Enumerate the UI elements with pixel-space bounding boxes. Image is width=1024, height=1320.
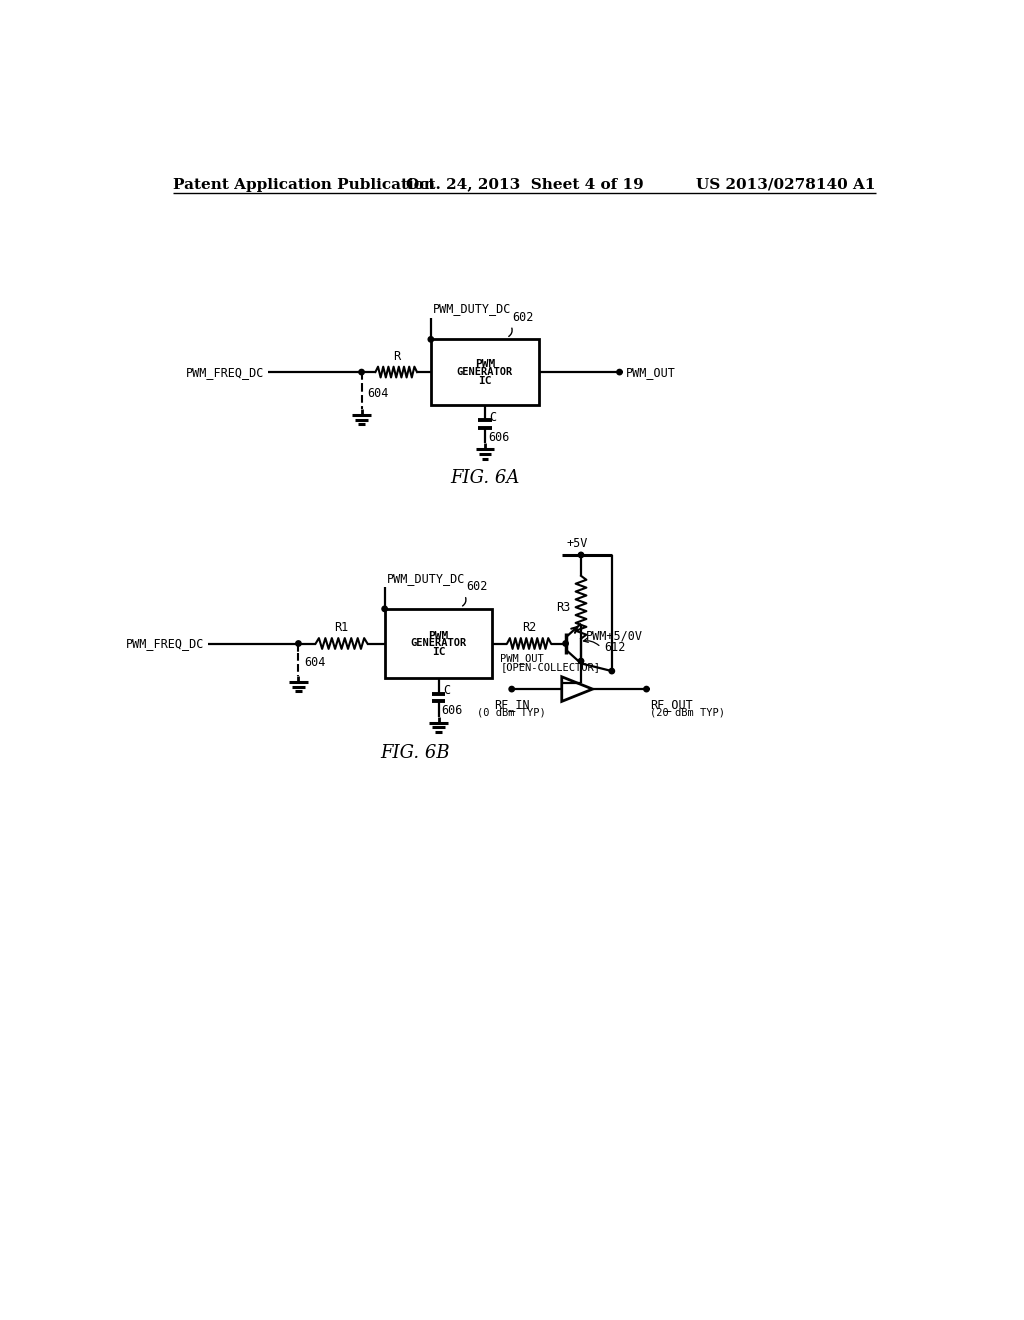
- Text: R: R: [392, 350, 399, 363]
- Text: PWM_FREQ_DC: PWM_FREQ_DC: [186, 366, 264, 379]
- Text: 612: 612: [604, 640, 626, 653]
- Text: 602: 602: [466, 581, 487, 594]
- Circle shape: [579, 552, 584, 557]
- Text: 606: 606: [441, 705, 463, 717]
- Text: GENERATOR: GENERATOR: [411, 639, 467, 648]
- Bar: [385, 609, 493, 678]
- Text: +5V: +5V: [566, 537, 588, 550]
- Text: FIG. 6A: FIG. 6A: [451, 469, 519, 487]
- Text: PWM_OUT: PWM_OUT: [500, 653, 544, 664]
- Text: 606: 606: [487, 430, 509, 444]
- Circle shape: [509, 686, 514, 692]
- Text: RF_IN: RF_IN: [494, 698, 529, 711]
- Text: (0 dBm TYP): (0 dBm TYP): [477, 708, 546, 718]
- Circle shape: [644, 686, 649, 692]
- Text: 604: 604: [304, 656, 326, 669]
- Text: IC: IC: [432, 647, 445, 657]
- Text: C: C: [443, 684, 451, 697]
- Circle shape: [296, 640, 301, 647]
- Text: PWM: PWM: [475, 359, 495, 370]
- Text: (20 dBm TYP): (20 dBm TYP): [650, 708, 725, 718]
- Text: [OPEN-COLLECTOR]: [OPEN-COLLECTOR]: [500, 663, 600, 672]
- Bar: [431, 339, 539, 405]
- Circle shape: [382, 606, 387, 611]
- Circle shape: [609, 668, 614, 673]
- Text: PWM_DUTY_DC: PWM_DUTY_DC: [387, 572, 465, 585]
- Text: 604: 604: [368, 387, 389, 400]
- Text: PWM_DUTY_DC: PWM_DUTY_DC: [433, 302, 512, 315]
- Circle shape: [579, 659, 584, 664]
- Text: PWM_FREQ_DC: PWM_FREQ_DC: [126, 638, 205, 649]
- Text: PWM: PWM: [428, 631, 449, 640]
- Text: R3: R3: [556, 601, 570, 614]
- Text: Patent Application Publication: Patent Application Publication: [173, 178, 435, 191]
- Text: US 2013/0278140 A1: US 2013/0278140 A1: [696, 178, 876, 191]
- Text: PWM_OUT: PWM_OUT: [626, 366, 676, 379]
- Text: PWM+5/0V: PWM+5/0V: [586, 630, 643, 643]
- Circle shape: [428, 337, 433, 342]
- Text: GENERATOR: GENERATOR: [457, 367, 513, 378]
- Text: R1: R1: [335, 622, 348, 635]
- Circle shape: [358, 370, 365, 375]
- Text: 602: 602: [512, 312, 534, 323]
- Text: R2: R2: [522, 622, 537, 635]
- Text: C: C: [489, 411, 497, 424]
- Circle shape: [563, 640, 568, 647]
- Circle shape: [616, 370, 623, 375]
- Text: IC: IC: [478, 376, 492, 385]
- Text: RF_OUT: RF_OUT: [650, 698, 693, 711]
- Text: FIG. 6B: FIG. 6B: [381, 744, 451, 762]
- Text: Oct. 24, 2013  Sheet 4 of 19: Oct. 24, 2013 Sheet 4 of 19: [406, 178, 644, 191]
